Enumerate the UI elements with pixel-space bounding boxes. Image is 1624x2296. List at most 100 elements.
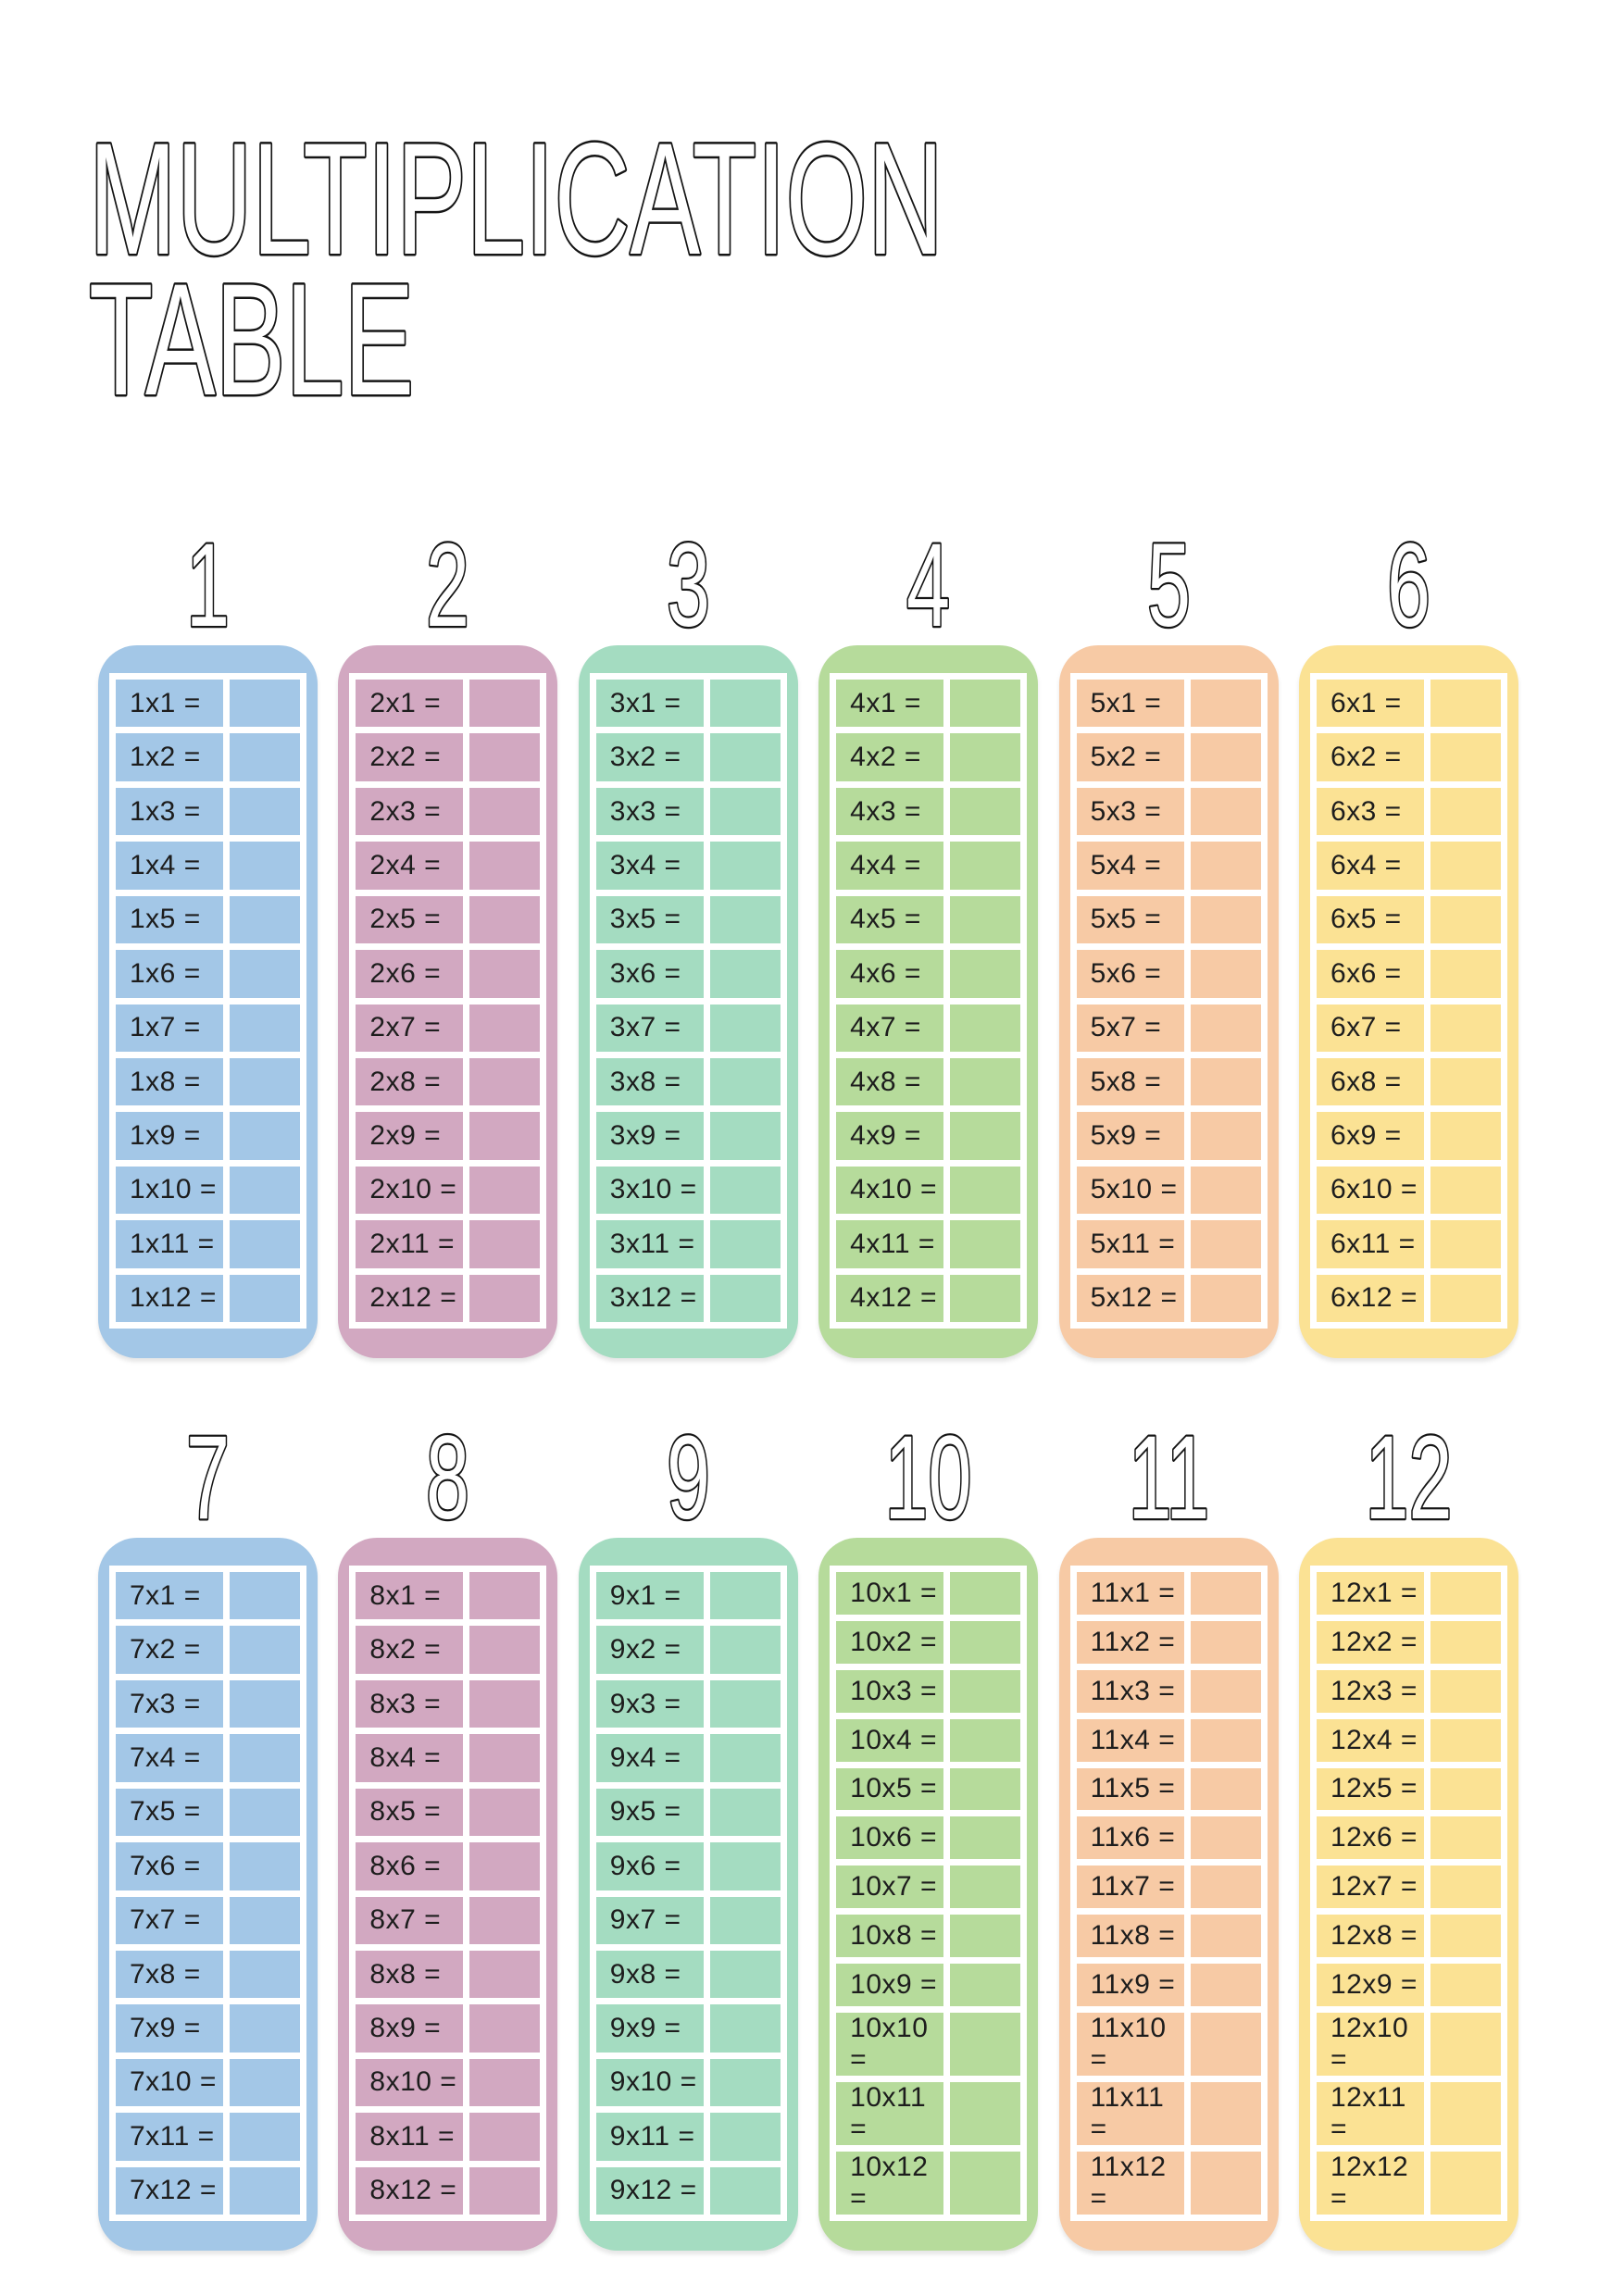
- answer-cell[interactable]: [1430, 1718, 1501, 1762]
- answer-cell[interactable]: [1190, 787, 1261, 836]
- answer-cell[interactable]: [469, 1679, 541, 1728]
- answer-cell[interactable]: [1190, 1572, 1261, 1615]
- answer-cell[interactable]: [230, 2113, 300, 2161]
- answer-cell[interactable]: [1190, 1004, 1261, 1052]
- answer-cell[interactable]: [230, 1842, 300, 1890]
- answer-cell[interactable]: [469, 1734, 541, 1782]
- answer-cell[interactable]: [709, 2004, 781, 2053]
- answer-cell[interactable]: [469, 1572, 541, 1620]
- answer-cell[interactable]: [230, 1166, 300, 1215]
- answer-cell[interactable]: [230, 2058, 300, 2107]
- answer-cell[interactable]: [709, 1274, 781, 1322]
- answer-cell[interactable]: [469, 787, 541, 836]
- answer-cell[interactable]: [1190, 1915, 1261, 1958]
- answer-cell[interactable]: [1430, 1620, 1501, 1664]
- answer-cell[interactable]: [1190, 1866, 1261, 1909]
- answer-cell[interactable]: [950, 1964, 1021, 2006]
- answer-cell[interactable]: [1190, 1964, 1261, 2006]
- answer-cell[interactable]: [950, 895, 1021, 944]
- answer-cell[interactable]: [1190, 1274, 1261, 1322]
- answer-cell[interactable]: [950, 1220, 1021, 1268]
- answer-cell[interactable]: [230, 1679, 300, 1728]
- answer-cell[interactable]: [1430, 2082, 1501, 2145]
- answer-cell[interactable]: [1190, 2152, 1261, 2215]
- answer-cell[interactable]: [469, 1842, 541, 1890]
- answer-cell[interactable]: [709, 1112, 781, 1160]
- answer-cell[interactable]: [230, 895, 300, 944]
- answer-cell[interactable]: [1190, 1669, 1261, 1713]
- answer-cell[interactable]: [1430, 1112, 1501, 1160]
- answer-cell[interactable]: [469, 2058, 541, 2107]
- answer-cell[interactable]: [709, 1626, 781, 1674]
- answer-cell[interactable]: [469, 1166, 541, 1215]
- answer-cell[interactable]: [469, 1057, 541, 1106]
- answer-cell[interactable]: [709, 895, 781, 944]
- answer-cell[interactable]: [1430, 1274, 1501, 1322]
- answer-cell[interactable]: [469, 895, 541, 944]
- answer-cell[interactable]: [230, 1788, 300, 1837]
- answer-cell[interactable]: [1190, 1057, 1261, 1106]
- answer-cell[interactable]: [950, 1572, 1021, 1615]
- answer-cell[interactable]: [469, 2166, 541, 2215]
- answer-cell[interactable]: [709, 842, 781, 890]
- answer-cell[interactable]: [1430, 733, 1501, 781]
- answer-cell[interactable]: [1190, 2082, 1261, 2145]
- answer-cell[interactable]: [709, 2166, 781, 2215]
- answer-cell[interactable]: [709, 1220, 781, 1268]
- answer-cell[interactable]: [1430, 1004, 1501, 1052]
- answer-cell[interactable]: [1430, 1964, 1501, 2006]
- answer-cell[interactable]: [1430, 2013, 1501, 2076]
- answer-cell[interactable]: [469, 1220, 541, 1268]
- answer-cell[interactable]: [709, 1734, 781, 1782]
- answer-cell[interactable]: [950, 733, 1021, 781]
- answer-cell[interactable]: [1190, 1620, 1261, 1664]
- answer-cell[interactable]: [1430, 1915, 1501, 1958]
- answer-cell[interactable]: [1190, 2013, 1261, 2076]
- answer-cell[interactable]: [950, 1767, 1021, 1811]
- answer-cell[interactable]: [469, 842, 541, 890]
- answer-cell[interactable]: [469, 1112, 541, 1160]
- answer-cell[interactable]: [709, 1572, 781, 1620]
- answer-cell[interactable]: [709, 2058, 781, 2107]
- answer-cell[interactable]: [469, 680, 541, 728]
- answer-cell[interactable]: [230, 1004, 300, 1052]
- answer-cell[interactable]: [1190, 1112, 1261, 1160]
- answer-cell[interactable]: [1430, 1572, 1501, 1615]
- answer-cell[interactable]: [950, 2152, 1021, 2215]
- answer-cell[interactable]: [1430, 1816, 1501, 1860]
- answer-cell[interactable]: [1430, 950, 1501, 998]
- answer-cell[interactable]: [1430, 787, 1501, 836]
- answer-cell[interactable]: [230, 2004, 300, 2053]
- answer-cell[interactable]: [469, 1004, 541, 1052]
- answer-cell[interactable]: [469, 733, 541, 781]
- answer-cell[interactable]: [469, 1788, 541, 1837]
- answer-cell[interactable]: [709, 1679, 781, 1728]
- answer-cell[interactable]: [1430, 1220, 1501, 1268]
- answer-cell[interactable]: [709, 1842, 781, 1890]
- answer-cell[interactable]: [230, 680, 300, 728]
- answer-cell[interactable]: [230, 1057, 300, 1106]
- answer-cell[interactable]: [950, 842, 1021, 890]
- answer-cell[interactable]: [950, 950, 1021, 998]
- answer-cell[interactable]: [469, 1626, 541, 1674]
- answer-cell[interactable]: [709, 950, 781, 998]
- answer-cell[interactable]: [469, 1896, 541, 1944]
- answer-cell[interactable]: [1190, 950, 1261, 998]
- answer-cell[interactable]: [950, 1866, 1021, 1909]
- answer-cell[interactable]: [709, 2113, 781, 2161]
- answer-cell[interactable]: [230, 1220, 300, 1268]
- answer-cell[interactable]: [1430, 680, 1501, 728]
- answer-cell[interactable]: [1430, 1767, 1501, 1811]
- answer-cell[interactable]: [1430, 1166, 1501, 1215]
- answer-cell[interactable]: [1190, 733, 1261, 781]
- answer-cell[interactable]: [950, 1718, 1021, 1762]
- answer-cell[interactable]: [1430, 2152, 1501, 2215]
- answer-cell[interactable]: [230, 1112, 300, 1160]
- answer-cell[interactable]: [709, 1166, 781, 1215]
- answer-cell[interactable]: [230, 1950, 300, 1999]
- answer-cell[interactable]: [950, 787, 1021, 836]
- answer-cell[interactable]: [709, 733, 781, 781]
- answer-cell[interactable]: [1430, 1866, 1501, 1909]
- answer-cell[interactable]: [1190, 680, 1261, 728]
- answer-cell[interactable]: [950, 1112, 1021, 1160]
